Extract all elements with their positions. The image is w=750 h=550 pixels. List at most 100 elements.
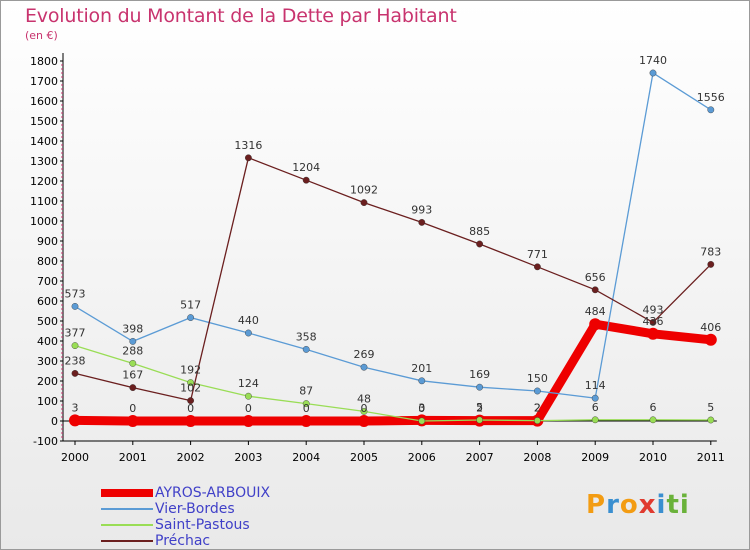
data-label: 0 <box>303 402 310 415</box>
data-label: 398 <box>122 322 143 335</box>
data-label: 288 <box>122 344 143 357</box>
data-point <box>302 400 310 407</box>
legend-swatch <box>101 489 153 497</box>
data-label: 269 <box>354 348 375 361</box>
data-label: 1316 <box>234 139 262 152</box>
y-tick-label: 1400 <box>30 135 58 148</box>
data-label: 1204 <box>292 161 320 174</box>
data-point <box>534 417 541 424</box>
data-point <box>187 379 195 386</box>
data-label: 885 <box>469 225 490 238</box>
y-tick-label: 1200 <box>30 175 58 188</box>
y-tick-label: 900 <box>37 235 58 248</box>
y-tick-label: 0 <box>51 415 58 428</box>
y-tick-label: 1300 <box>30 155 58 168</box>
data-label: 517 <box>180 299 201 312</box>
data-point <box>476 240 483 248</box>
x-tick-label: 2010 <box>639 451 667 464</box>
y-tick-label: 200 <box>37 375 58 388</box>
data-point <box>71 302 79 310</box>
chart-title: Evolution du Montant de la Dette par Hab… <box>25 5 457 27</box>
data-point <box>360 407 368 415</box>
data-point <box>126 415 139 427</box>
data-point <box>71 342 79 349</box>
y-tick-label: 1600 <box>30 95 58 108</box>
data-point <box>302 345 310 353</box>
data-label: 0 <box>187 402 194 415</box>
legend-label: AYROS-ARBOUIX <box>155 485 271 501</box>
data-label: 440 <box>238 314 259 327</box>
data-label: 238 <box>65 354 86 367</box>
data-label: 993 <box>411 203 432 216</box>
data-point <box>187 397 195 404</box>
series-line-ayros-arbouix <box>70 319 716 426</box>
y-tick-label: 1700 <box>30 75 58 88</box>
data-label: 6 <box>592 401 599 414</box>
data-label: 5 <box>707 401 714 414</box>
data-label: 2 <box>534 402 541 415</box>
data-label: 0 <box>361 402 368 415</box>
data-point <box>534 387 541 395</box>
data-point <box>184 415 197 427</box>
y-tick-label: -100 <box>33 435 58 448</box>
data-point <box>187 314 195 321</box>
data-label: 771 <box>527 248 548 261</box>
data-label: 5 <box>476 401 483 414</box>
data-point <box>704 333 717 346</box>
data-label: 0 <box>129 402 136 415</box>
data-label: 1092 <box>350 184 378 197</box>
data-label: 573 <box>65 287 86 300</box>
x-tick-label: 2011 <box>697 451 725 464</box>
data-point <box>244 392 252 400</box>
data-point <box>129 359 137 367</box>
x-tick-label: 2001 <box>119 451 147 464</box>
legend-label: Préchac <box>155 533 211 549</box>
data-label: 406 <box>700 321 721 334</box>
data-point <box>129 384 137 391</box>
x-tick-label: 2009 <box>581 451 609 464</box>
data-label: 201 <box>411 362 432 375</box>
data-point <box>476 383 483 391</box>
data-label: 484 <box>585 305 606 318</box>
series-line-vier-bordes <box>74 71 712 399</box>
data-label: 2 <box>476 402 483 415</box>
x-tick-label: 2003 <box>234 451 262 464</box>
data-label: 493 <box>643 303 664 316</box>
data-point <box>591 394 599 402</box>
data-label: 6 <box>650 401 657 414</box>
data-label: 124 <box>238 377 259 390</box>
data-point <box>418 417 426 425</box>
data-point <box>302 176 310 184</box>
data-point <box>69 414 81 427</box>
legend-label: Saint-Pastous <box>155 517 250 533</box>
data-point <box>358 415 370 427</box>
data-point <box>591 286 599 294</box>
y-tick-label: 1100 <box>30 195 58 208</box>
chart-unit: (en €) <box>25 29 58 42</box>
data-label: 3 <box>418 401 425 414</box>
data-label: 167 <box>122 369 143 382</box>
data-label: 0 <box>418 402 425 415</box>
data-point <box>649 416 657 424</box>
x-tick-label: 2005 <box>350 451 378 464</box>
legend-label: Vier-Bordes <box>155 501 235 517</box>
data-label: 2 <box>534 402 541 415</box>
data-point <box>591 416 599 424</box>
data-label: 783 <box>700 245 721 258</box>
data-point <box>244 329 252 337</box>
data-point <box>244 154 252 162</box>
data-point <box>300 415 313 427</box>
data-label: 169 <box>469 368 490 381</box>
x-tick-label: 2000 <box>61 451 89 464</box>
y-tick-label: 600 <box>37 295 58 308</box>
data-point <box>707 260 715 268</box>
data-label: 3 <box>72 401 79 414</box>
data-point <box>707 416 715 424</box>
data-label: 0 <box>245 402 252 415</box>
data-label: 150 <box>527 372 548 385</box>
data-point <box>649 69 657 77</box>
proxiti-logo: Proxiti <box>586 490 690 520</box>
data-point <box>534 263 541 271</box>
